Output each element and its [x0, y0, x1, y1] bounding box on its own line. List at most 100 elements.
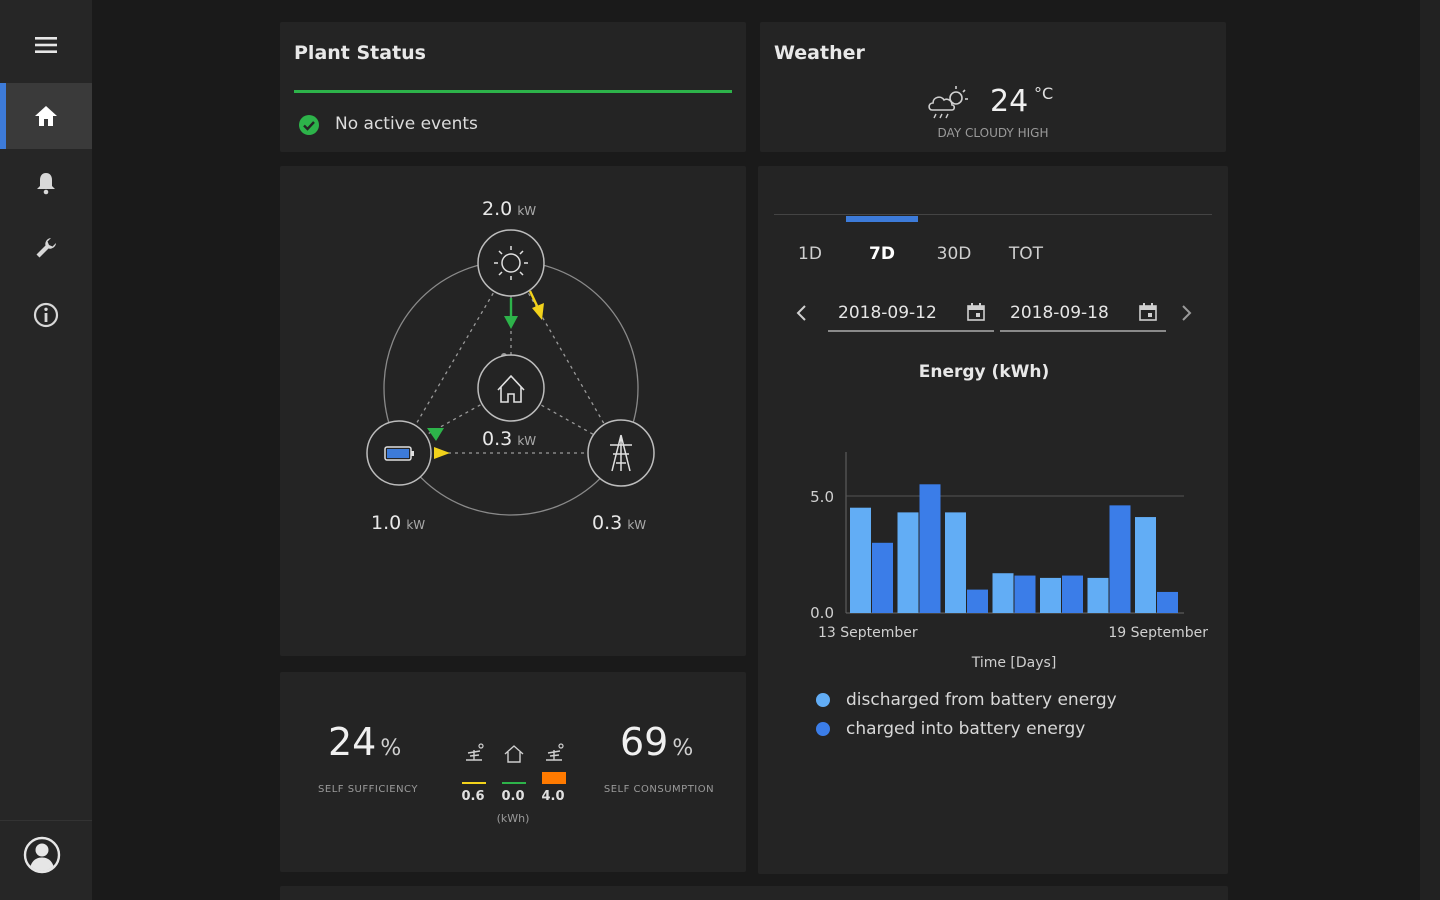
sidebar: [0, 0, 92, 900]
bar-charged-1[interactable]: [872, 542, 893, 613]
tab-7d[interactable]: 7D: [869, 244, 895, 264]
self-sufficiency-stat: 24%: [328, 720, 401, 764]
calendar-icon[interactable]: [1138, 302, 1158, 322]
home-node: [477, 354, 545, 422]
sidebar-item-home[interactable]: [0, 83, 92, 149]
legend-item-charged: charged into battery energy: [816, 719, 1085, 739]
x-start-label: 13 September: [818, 625, 918, 641]
mini-bar-2: [502, 782, 526, 784]
summary-card: 24% SELF SUFFICIENCY 69% SELF CONSUMPTIO…: [280, 672, 746, 872]
weather-card: Weather 24 °C DAY CLOUDY HIGH: [760, 22, 1226, 152]
bar-charged-2[interactable]: [919, 484, 941, 613]
grid-power-label: 0.3 kW: [592, 512, 646, 534]
date-from-field[interactable]: 2018-09-12: [828, 296, 994, 332]
bar-charged-5[interactable]: [1062, 575, 1083, 613]
self-consumption-unit: %: [672, 736, 694, 761]
solar-panel-icon: [546, 743, 564, 761]
self-consumption-stat: 69%: [620, 720, 693, 764]
sun-icon: [501, 253, 521, 273]
home-icon: [504, 745, 524, 763]
date-to-field[interactable]: 2018-09-18: [1000, 296, 1166, 332]
mini-value-1: 0.6: [461, 789, 485, 804]
solar-power-label: 2.0 kW: [482, 198, 536, 220]
bar-discharged-5[interactable]: [1040, 577, 1061, 613]
tab-indicator: [846, 216, 918, 222]
tab-30d[interactable]: 30D: [936, 244, 972, 264]
menu-icon: [35, 37, 57, 53]
battery-tip: [411, 451, 414, 456]
bar-discharged-4[interactable]: [992, 573, 1014, 613]
sidebar-item-info[interactable]: [0, 282, 92, 348]
chevron-left-icon[interactable]: [794, 303, 810, 323]
y-tick-label-0: 0.0: [810, 604, 834, 622]
sidebar-item-alerts[interactable]: [0, 150, 92, 216]
power-tower-icon: [610, 434, 632, 472]
temperature-value: 24: [990, 84, 1029, 119]
bar-discharged-1[interactable]: [850, 507, 871, 613]
home-power-unit: kW: [517, 434, 537, 448]
sun-rays: [494, 246, 528, 280]
home-power-label: 0.3 kW: [482, 428, 536, 450]
temperature-unit: °C: [1034, 84, 1054, 103]
solar-panel-icon: [466, 743, 484, 761]
tab-1d[interactable]: 1D: [798, 244, 822, 264]
solar-power-unit: kW: [517, 204, 537, 218]
yellow-arrow-shaft: [528, 290, 540, 309]
y-tick-label-1: 5.0: [810, 488, 834, 506]
self-sufficiency-unit: %: [380, 736, 402, 761]
tab-bar-line: [774, 214, 1212, 215]
grid-power-unit: kW: [627, 518, 647, 532]
energy-flow-card: 2.0 kW 0.3 kW 1.0 kW 0.3 kW: [280, 166, 746, 656]
solar-power-value: 2.0: [482, 198, 513, 220]
bottom-card: [280, 886, 1228, 900]
tab-tot[interactable]: TOT: [1008, 244, 1044, 264]
self-sufficiency-caption: SELF SUFFICIENCY: [318, 784, 418, 795]
home-power-value: 0.3: [482, 428, 513, 450]
green-arrow-down: [504, 316, 518, 329]
yellow-arrow-battery: [434, 447, 450, 459]
x-end-label: 19 September: [1108, 625, 1208, 641]
mini-bar-3: [542, 772, 566, 784]
energy-bar-chart: 0.0 5.0 13 September 19 September: [810, 452, 1208, 641]
scrollbar-track[interactable]: [1420, 0, 1440, 900]
battery-fill: [387, 449, 409, 458]
self-consumption-value: 69: [620, 720, 669, 764]
legend-label-discharged: discharged from battery energy: [846, 690, 1117, 710]
legend-dot-charged: [816, 722, 830, 736]
account-button[interactable]: [0, 822, 88, 888]
calendar-icon[interactable]: [966, 302, 986, 322]
bar-charged-7[interactable]: [1157, 591, 1178, 613]
sidebar-item-tools[interactable]: [0, 215, 92, 281]
solar-node: [477, 229, 545, 297]
bar-discharged-2[interactable]: [897, 512, 919, 613]
sidebar-divider: [0, 820, 92, 821]
mini-value-3: 4.0: [541, 789, 565, 804]
bar-charged-4[interactable]: [1014, 575, 1036, 613]
chart-title: Energy (kWh): [918, 362, 1050, 382]
weather-title: Weather: [774, 42, 865, 64]
cloud-sun-icon: [928, 86, 968, 119]
status-bar: [294, 90, 732, 93]
bar-charged-6[interactable]: [1109, 505, 1131, 613]
house-icon: [497, 374, 525, 403]
status-text: No active events: [335, 114, 478, 134]
flow-line-solar-grid: [510, 262, 622, 454]
mini-value-2: 0.0: [501, 789, 525, 804]
energy-flow-diagram: [366, 229, 655, 516]
bell-icon: [37, 173, 55, 195]
battery-power-unit: kW: [406, 518, 426, 532]
chevron-right-icon[interactable]: [1178, 303, 1194, 323]
menu-button[interactable]: [0, 12, 92, 78]
self-consumption-caption: SELF CONSUMPTION: [603, 784, 715, 795]
weather-condition: DAY CLOUDY HIGH: [937, 126, 1049, 140]
self-sufficiency-value: 24: [328, 720, 377, 764]
battery-power-value: 1.0: [371, 512, 402, 534]
plant-status-card: Plant Status No active events: [280, 22, 746, 152]
mini-unit: (kWh): [496, 812, 530, 825]
home-icon: [35, 106, 57, 126]
check-circle-icon: [299, 115, 319, 135]
bar-discharged-6[interactable]: [1087, 577, 1109, 613]
bar-charged-3[interactable]: [967, 589, 988, 613]
bar-discharged-3[interactable]: [945, 512, 966, 613]
bar-discharged-7[interactable]: [1135, 517, 1156, 613]
